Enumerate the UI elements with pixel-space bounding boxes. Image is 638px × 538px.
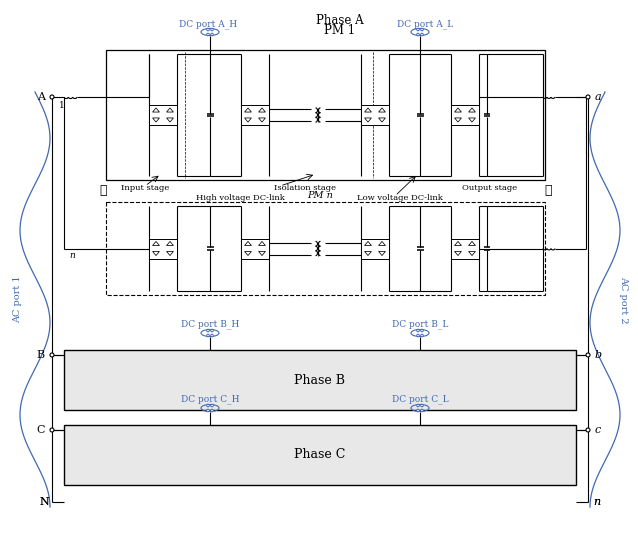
Text: n: n	[69, 251, 75, 260]
Text: Isolation stage: Isolation stage	[274, 184, 336, 192]
Text: Low voltage DC-link: Low voltage DC-link	[357, 194, 443, 202]
Text: Output stage: Output stage	[463, 184, 517, 192]
Circle shape	[586, 95, 590, 99]
Text: DC port B_L: DC port B_L	[392, 319, 448, 329]
Text: DC port C_H: DC port C_H	[181, 394, 239, 404]
Circle shape	[207, 409, 209, 412]
Text: C: C	[36, 425, 45, 435]
Bar	[106, 202, 545, 295]
Circle shape	[417, 33, 419, 36]
Circle shape	[211, 334, 213, 337]
Bar	[64, 350, 576, 410]
Circle shape	[50, 353, 54, 357]
Text: PM 1: PM 1	[325, 25, 355, 38]
Circle shape	[211, 404, 213, 407]
Text: AC port 1: AC port 1	[13, 275, 22, 323]
Bar	[241, 238, 269, 258]
Bar	[106, 50, 545, 180]
Circle shape	[50, 428, 54, 432]
Circle shape	[417, 28, 419, 31]
Text: n: n	[593, 497, 600, 507]
Text: c: c	[595, 425, 601, 435]
Circle shape	[207, 28, 209, 31]
Text: A: A	[37, 92, 45, 102]
Text: Phase A: Phase A	[316, 13, 364, 26]
Bar	[361, 238, 389, 258]
Bar	[361, 105, 389, 125]
Circle shape	[417, 329, 419, 332]
Circle shape	[207, 33, 209, 36]
Circle shape	[211, 33, 213, 36]
Circle shape	[211, 409, 213, 412]
Bar	[149, 238, 177, 258]
Circle shape	[420, 33, 423, 36]
Circle shape	[207, 334, 209, 337]
Text: High voltage DC-link: High voltage DC-link	[196, 194, 285, 202]
Text: 1: 1	[59, 101, 65, 110]
Circle shape	[420, 334, 423, 337]
Circle shape	[586, 428, 590, 432]
Bar	[64, 425, 576, 485]
Circle shape	[417, 404, 419, 407]
Circle shape	[211, 329, 213, 332]
Text: ⋮: ⋮	[100, 185, 107, 197]
Text: N: N	[40, 497, 49, 507]
Bar	[241, 105, 269, 125]
Bar	[451, 238, 479, 258]
Circle shape	[420, 28, 423, 31]
Text: a: a	[595, 92, 602, 102]
Text: DC port C_L: DC port C_L	[392, 394, 449, 404]
Bar	[149, 105, 177, 125]
Text: Phase C: Phase C	[294, 449, 346, 462]
Text: B: B	[37, 350, 45, 360]
Text: N: N	[40, 497, 49, 507]
Text: ⋮: ⋮	[544, 185, 552, 197]
Circle shape	[420, 329, 423, 332]
Text: n: n	[593, 497, 600, 507]
Circle shape	[420, 409, 423, 412]
Circle shape	[417, 409, 419, 412]
Circle shape	[207, 404, 209, 407]
Circle shape	[417, 334, 419, 337]
Circle shape	[207, 329, 209, 332]
Circle shape	[211, 28, 213, 31]
Bar	[451, 105, 479, 125]
Text: Phase B: Phase B	[295, 373, 346, 386]
Circle shape	[586, 353, 590, 357]
Circle shape	[420, 404, 423, 407]
Text: PM n: PM n	[307, 192, 333, 201]
Text: DC port A_L: DC port A_L	[397, 19, 453, 29]
Circle shape	[50, 95, 54, 99]
Text: AC port 2: AC port 2	[619, 275, 628, 323]
Text: Input stage: Input stage	[121, 184, 169, 192]
Text: DC port B_H: DC port B_H	[181, 319, 239, 329]
Text: DC port A_H: DC port A_H	[179, 19, 237, 29]
Text: b: b	[595, 350, 602, 360]
